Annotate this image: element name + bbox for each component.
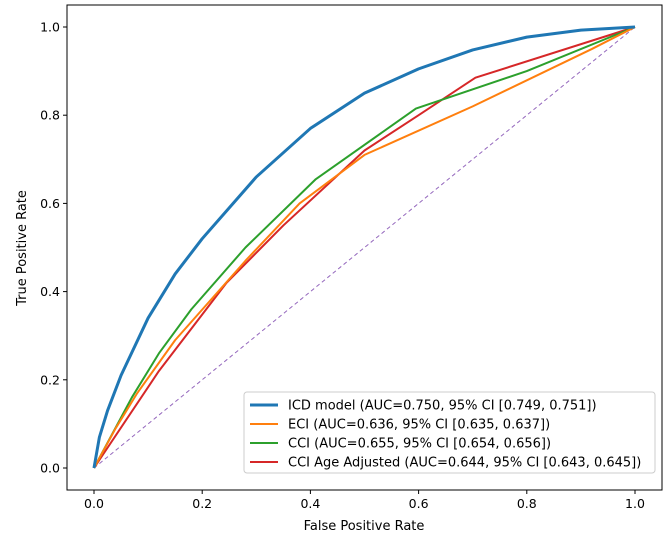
series-line <box>93 26 636 469</box>
y-tick-label: 1.0 <box>40 20 60 35</box>
x-tick-label: 0.2 <box>192 496 212 511</box>
x-tick-label: 1.0 <box>625 496 645 511</box>
legend-label: CCI (AUC=0.655, 95% CI [0.654, 0.656]) <box>288 437 551 452</box>
y-tick-label: 0.6 <box>40 196 60 211</box>
chance-line <box>93 26 636 469</box>
x-tick-label: 0.6 <box>409 496 429 511</box>
x-tick-label: 0.4 <box>300 496 320 511</box>
x-axis-label: False Positive Rate <box>304 519 425 534</box>
y-tick-label: 0.8 <box>40 108 60 123</box>
series-line <box>93 26 636 469</box>
legend-label: CCI Age Adjusted (AUC=0.644, 95% CI [0.6… <box>288 456 641 471</box>
legend-box <box>243 391 656 474</box>
x-tick-label: 0.8 <box>517 496 537 511</box>
y-tick-label: 0.4 <box>40 284 60 299</box>
legend-label: ECI (AUC=0.636, 95% CI [0.635, 0.637]) <box>288 418 550 433</box>
y-tick-label: 0.2 <box>40 372 60 387</box>
series-line <box>93 26 636 469</box>
y-tick-label: 0.0 <box>40 461 60 476</box>
legend-label: ICD model (AUC=0.750, 95% CI [0.749, 0.7… <box>288 399 597 414</box>
legend: ICD model (AUC=0.750, 95% CI [0.749, 0.7… <box>243 391 656 474</box>
y-axis-label: True Positive Rate <box>15 190 30 307</box>
series-line <box>92 25 636 469</box>
x-tick-label: 0.0 <box>84 496 104 511</box>
